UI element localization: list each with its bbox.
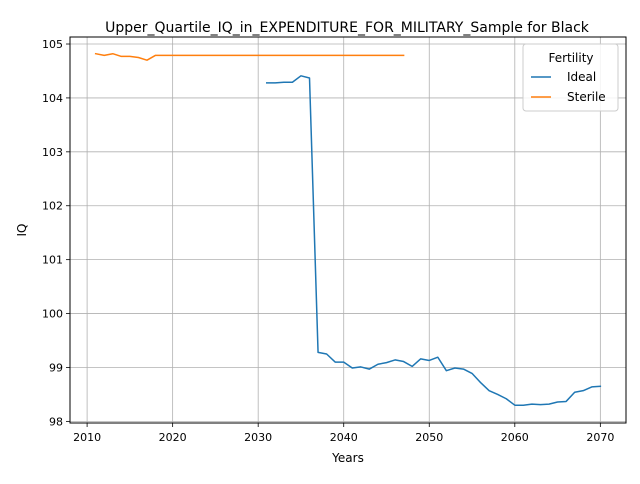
y-axis-label: IQ — [15, 224, 29, 237]
legend-box — [522, 43, 619, 112]
x-tick-label: 2060 — [501, 431, 529, 444]
x-tick-label: 2050 — [415, 431, 443, 444]
series-lines — [94, 52, 602, 406]
x-tick-label: 2040 — [330, 431, 358, 444]
series-line-sterile — [94, 52, 405, 61]
axis-ticks: 2010 2020 2030 2040 2050 2060 2070 98 99 100 101 10… — [42, 38, 614, 444]
x-tick-label: 2010 — [73, 431, 101, 444]
plot-frame — [69, 36, 627, 424]
y-tick-label: 102 — [42, 200, 63, 213]
x-tick-label: 2070 — [586, 431, 614, 444]
legend-title: Fertility — [548, 51, 593, 65]
x-tick-label: 2030 — [244, 431, 272, 444]
x-axis-label: Years — [331, 451, 364, 465]
series-line-ideal — [265, 75, 602, 406]
y-tick-label: 100 — [42, 308, 63, 321]
legend-label-sterile: Sterile — [567, 90, 606, 104]
legend: Fertility Ideal Sterile — [522, 43, 619, 112]
x-tick-label: 2020 — [159, 431, 187, 444]
y-tick-label: 104 — [42, 92, 63, 105]
chart-title: Upper_Quartile_IQ_in_EXPENDITURE_FOR_MIL… — [105, 20, 590, 36]
y-tick-label: 101 — [42, 254, 63, 267]
y-tick-label: 98 — [49, 415, 63, 428]
y-tick-label: 105 — [42, 38, 63, 51]
y-tick-label: 103 — [42, 146, 63, 159]
y-tick-label: 99 — [49, 361, 63, 374]
legend-label-ideal: Ideal — [567, 70, 596, 84]
grid — [70, 37, 626, 423]
